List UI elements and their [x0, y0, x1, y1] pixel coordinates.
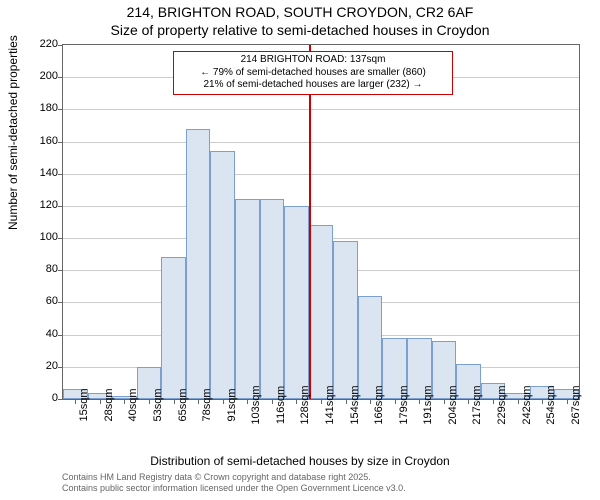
x-tick-label: 229sqm — [496, 385, 508, 424]
y-tick-mark — [58, 335, 63, 336]
x-tick-mark — [468, 399, 469, 404]
histogram-bar — [333, 241, 358, 399]
y-tick-label: 80 — [18, 263, 58, 275]
chart-title-line2: Size of property relative to semi-detach… — [0, 22, 600, 38]
y-tick-mark — [58, 238, 63, 239]
y-tick-label: 140 — [18, 167, 58, 179]
x-tick-label: 179sqm — [398, 385, 410, 424]
x-tick-mark — [198, 399, 199, 404]
x-axis-label: Distribution of semi-detached houses by … — [0, 454, 600, 468]
y-tick-mark — [58, 77, 63, 78]
chart-title-line1: 214, BRIGHTON ROAD, SOUTH CROYDON, CR2 6… — [0, 4, 600, 20]
x-tick-label: 40sqm — [127, 388, 139, 421]
gridline — [63, 206, 579, 207]
x-tick-mark — [223, 399, 224, 404]
footnote-line2: Contains public sector information licen… — [62, 483, 406, 493]
marker-line — [309, 45, 311, 399]
gridline — [63, 109, 579, 110]
x-tick-mark — [419, 399, 420, 404]
x-tick-label: 65sqm — [177, 388, 189, 421]
y-tick-mark — [58, 270, 63, 271]
gridline — [63, 174, 579, 175]
x-tick-mark — [395, 399, 396, 404]
x-tick-label: 116sqm — [275, 386, 287, 424]
y-tick-mark — [58, 174, 63, 175]
x-tick-mark — [272, 399, 273, 404]
x-tick-label: 128sqm — [299, 385, 311, 424]
x-tick-mark — [493, 399, 494, 404]
y-tick-label: 220 — [18, 38, 58, 50]
histogram-bar — [186, 129, 211, 399]
footnote-line1: Contains HM Land Registry data © Crown c… — [62, 472, 371, 482]
chart-container: 214, BRIGHTON ROAD, SOUTH CROYDON, CR2 6… — [0, 0, 600, 500]
y-tick-label: 160 — [18, 135, 58, 147]
y-tick-label: 0 — [18, 392, 58, 404]
y-tick-mark — [58, 206, 63, 207]
histogram-bar — [358, 296, 383, 399]
y-tick-label: 200 — [18, 70, 58, 82]
histogram-bar — [260, 199, 285, 399]
y-tick-mark — [58, 109, 63, 110]
y-tick-mark — [58, 302, 63, 303]
x-tick-label: 78sqm — [201, 388, 213, 421]
y-tick-label: 20 — [18, 360, 58, 372]
histogram-bar — [210, 151, 235, 399]
x-tick-label: 91sqm — [226, 388, 238, 421]
y-tick-label: 120 — [18, 199, 58, 211]
x-tick-label: 166sqm — [373, 385, 385, 424]
x-tick-mark — [518, 399, 519, 404]
x-tick-label: 15sqm — [78, 388, 90, 421]
x-tick-mark — [124, 399, 125, 404]
x-tick-mark — [370, 399, 371, 404]
histogram-bar — [309, 225, 334, 399]
footnote: Contains HM Land Registry data © Crown c… — [62, 472, 406, 494]
x-tick-label: 141sqm — [324, 385, 336, 424]
x-tick-mark — [296, 399, 297, 404]
plot-area: 214 BRIGHTON ROAD: 137sqm← 79% of semi-d… — [62, 44, 580, 400]
y-tick-label: 60 — [18, 295, 58, 307]
annotation-box: 214 BRIGHTON ROAD: 137sqm← 79% of semi-d… — [173, 51, 453, 95]
x-tick-mark — [174, 399, 175, 404]
histogram-bar — [235, 199, 260, 399]
y-tick-mark — [58, 45, 63, 46]
y-tick-label: 100 — [18, 231, 58, 243]
x-tick-mark — [567, 399, 568, 404]
x-tick-label: 204sqm — [447, 385, 459, 424]
x-tick-label: 154sqm — [349, 385, 361, 424]
x-tick-mark — [321, 399, 322, 404]
x-tick-label: 217sqm — [471, 385, 483, 424]
histogram-bar — [284, 206, 309, 399]
gridline — [63, 142, 579, 143]
y-tick-label: 40 — [18, 328, 58, 340]
histogram-bar — [161, 257, 186, 399]
x-tick-mark — [346, 399, 347, 404]
y-tick-mark — [58, 399, 63, 400]
x-tick-mark — [149, 399, 150, 404]
x-tick-label: 53sqm — [152, 388, 164, 421]
annotation-line: 214 BRIGHTON ROAD: 137sqm — [178, 54, 448, 67]
x-tick-label: 242sqm — [521, 385, 533, 424]
x-tick-label: 191sqm — [422, 385, 434, 424]
annotation-line: 21% of semi-detached houses are larger (… — [178, 79, 448, 92]
y-tick-mark — [58, 367, 63, 368]
x-tick-mark — [542, 399, 543, 404]
y-tick-mark — [58, 142, 63, 143]
x-tick-mark — [100, 399, 101, 404]
x-tick-label: 267sqm — [570, 385, 582, 424]
y-tick-label: 180 — [18, 102, 58, 114]
x-tick-mark — [247, 399, 248, 404]
x-tick-mark — [75, 399, 76, 404]
x-tick-mark — [444, 399, 445, 404]
x-tick-label: 103sqm — [250, 385, 262, 424]
annotation-line: ← 79% of semi-detached houses are smalle… — [178, 67, 448, 80]
x-tick-label: 254sqm — [545, 385, 557, 424]
x-tick-label: 28sqm — [103, 388, 115, 421]
